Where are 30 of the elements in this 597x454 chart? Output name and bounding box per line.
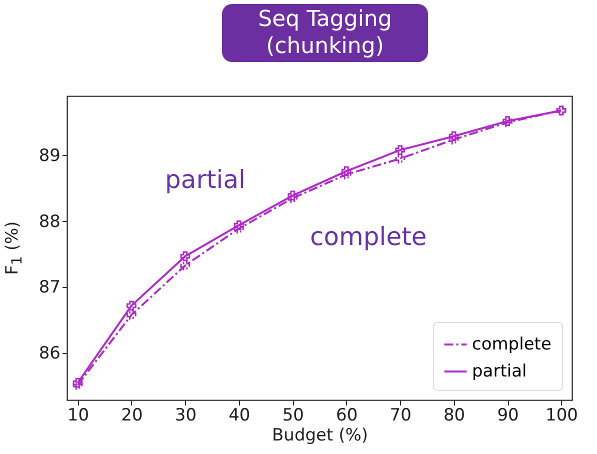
point [288,190,298,201]
x-tick-label: 40 [228,406,250,426]
y-tick-label: 88 [38,212,60,232]
x-tick-label: 50 [282,406,304,426]
x-tick-label: 20 [121,406,143,426]
point [395,145,406,156]
x-tick-label: 80 [443,406,466,426]
point [234,220,244,230]
x-tick-label: 30 [174,406,197,426]
point [180,260,190,270]
point [341,166,352,176]
y-tick-label: 87 [38,278,60,298]
x-tick-label: 100 [546,406,578,426]
point [126,310,136,320]
annotation: partial [165,165,246,194]
y-tick-label: 86 [38,344,60,364]
x-tick-label: 60 [336,406,358,426]
point [395,154,406,164]
x-tick-label: 10 [67,406,90,426]
point [180,251,190,262]
legend-label: partial [472,362,527,382]
x-axis-title: Budget (%) [272,426,368,446]
x-tick-label: 90 [497,406,519,426]
annotation: complete [310,222,427,251]
x-tick-label: 70 [390,406,412,426]
y-tick-label: 89 [38,146,60,166]
point [126,300,136,311]
point [448,131,459,142]
chart-title: Seq Tagging (chunking) [222,4,428,62]
legend-label: complete [472,334,552,354]
